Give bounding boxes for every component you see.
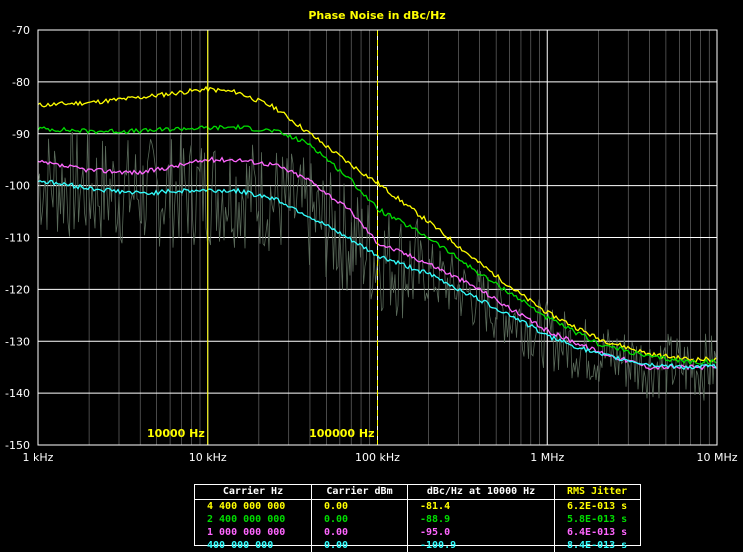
legend-carrier-dbm: 0.00 bbox=[311, 513, 407, 526]
header-carrier-dbm: Carrier dBm bbox=[311, 485, 407, 499]
marker-lines: 10000 Hz 100000 Hz bbox=[147, 30, 378, 445]
y-tick-label: -70 bbox=[12, 24, 30, 37]
marker-label-1: 100000 Hz bbox=[309, 427, 374, 440]
legend-row: 4 400 000 000 0.00 -81.4 6.2E-013 s bbox=[195, 500, 640, 513]
legend-carrier-hz: 2 400 000 000 bbox=[207, 514, 286, 525]
axis-tick-labels: 1 kHz 10 kHz 100 kHz 1 MHz 10 MHz -70 -80 -90 -1… bbox=[5, 24, 738, 464]
marker-label-0: 10000 Hz bbox=[147, 427, 205, 440]
x-tick-label: 1 MHz bbox=[530, 451, 564, 464]
y-tick-label: -150 bbox=[5, 439, 30, 452]
legend-carrier-dbm: 0.00 bbox=[311, 526, 407, 539]
legend-dbc: -88.9 bbox=[407, 513, 554, 526]
y-tick-label: -110 bbox=[5, 232, 30, 245]
legend-dbc: -95.0 bbox=[407, 526, 554, 539]
y-tick-label: -130 bbox=[5, 335, 30, 348]
legend-row: 1 000 000 000 0.00 -95.0 6.4E-013 s bbox=[195, 526, 640, 539]
y-tick-label: -120 bbox=[5, 283, 30, 296]
legend-carrier-hz: 400 000 000 bbox=[207, 540, 274, 551]
header-rms-jitter: RMS Jitter bbox=[554, 485, 640, 499]
x-tick-label: 1 kHz bbox=[23, 451, 54, 464]
x-tick-label: 100 kHz bbox=[355, 451, 400, 464]
header-carrier-hz: Carrier Hz bbox=[222, 486, 284, 497]
legend-table: Carrier Hz Carrier dBm dBc/Hz at 10000 H… bbox=[194, 484, 641, 552]
series-line-1 bbox=[37, 123, 717, 366]
legend-carrier-dbm: 0.00 bbox=[311, 539, 407, 552]
phase-noise-chart: Phase Noise in dBc/Hz 10000 Hz 100000 Hz … bbox=[5, 9, 738, 464]
y-tick-label: -100 bbox=[5, 180, 30, 193]
y-tick-label: -90 bbox=[12, 128, 30, 141]
x-tick-label: 10 kHz bbox=[189, 451, 227, 464]
legend-row: 400 000 000 0.00 -100.9 8.4E-013 s bbox=[195, 539, 640, 552]
noise-polyline bbox=[37, 131, 717, 401]
y-tick-label: -140 bbox=[5, 387, 30, 400]
legend-carrier-hz: 4 400 000 000 bbox=[207, 501, 286, 512]
legend-rms-jitter: 5.8E-013 s bbox=[554, 513, 640, 526]
legend-rms-jitter: 8.4E-013 s bbox=[554, 539, 640, 552]
legend-rms-jitter: 6.4E-013 s bbox=[554, 526, 640, 539]
legend-carrier-dbm: 0.00 bbox=[311, 500, 407, 513]
header-dbc: dBc/Hz at 10000 Hz bbox=[407, 485, 554, 499]
noise-trace bbox=[37, 131, 717, 401]
plot-frame bbox=[37, 29, 718, 446]
legend-rms-jitter: 6.2E-013 s bbox=[554, 500, 640, 513]
legend-dbc: -81.4 bbox=[407, 500, 554, 513]
legend-dbc: -100.9 bbox=[407, 539, 554, 552]
x-tick-label: 10 MHz bbox=[696, 451, 737, 464]
legend-carrier-hz: 1 000 000 000 bbox=[207, 527, 286, 538]
legend-row: 2 400 000 000 0.00 -88.9 5.8E-013 s bbox=[195, 513, 640, 526]
chart-title: Phase Noise in dBc/Hz bbox=[308, 9, 445, 22]
y-tick-label: -80 bbox=[12, 76, 30, 89]
legend-header-row: Carrier Hz Carrier dBm dBc/Hz at 10000 H… bbox=[195, 485, 640, 500]
